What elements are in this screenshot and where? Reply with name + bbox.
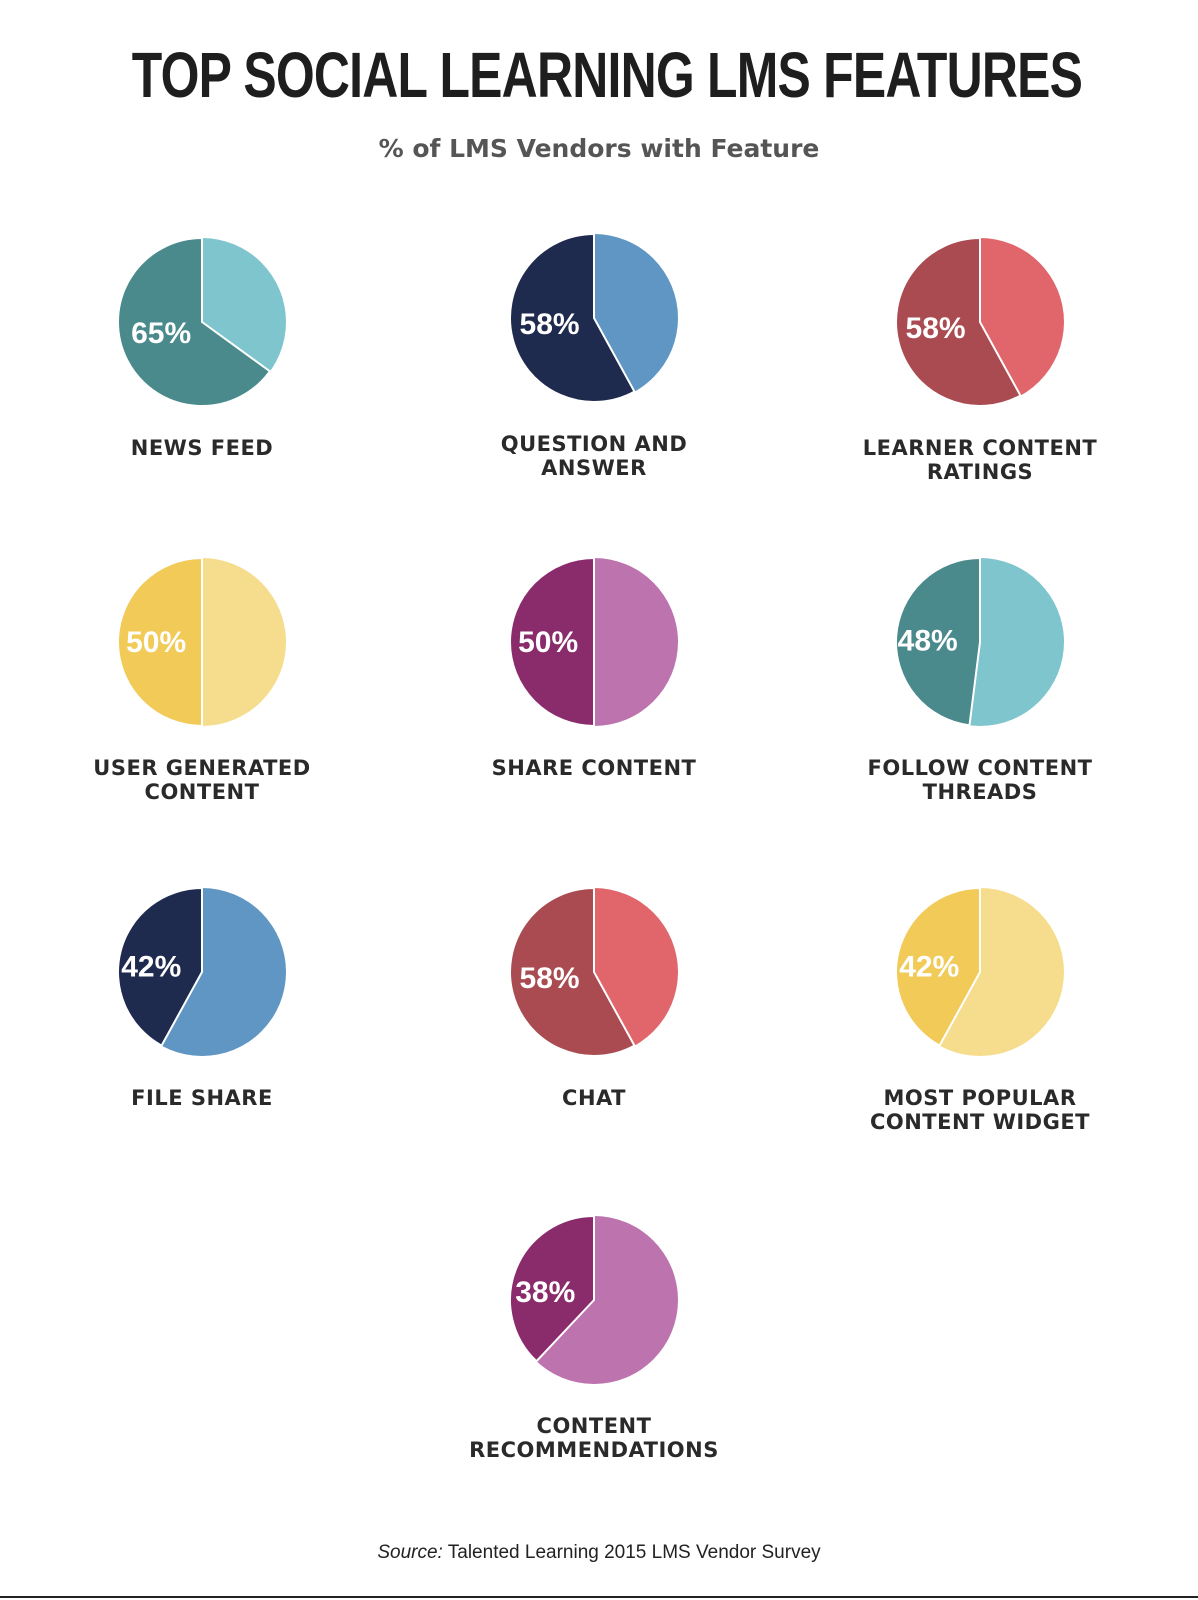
pie-slice-value xyxy=(509,233,636,403)
chart-title: TOP SOCIAL LEARNING LMS FEATURES xyxy=(131,39,1083,111)
pie-value-label: 42% xyxy=(121,951,181,984)
pie-category-label: FOLLOW CONTENT THREADS xyxy=(867,756,1093,804)
pie-slice-value xyxy=(117,557,203,727)
pie-slice-value xyxy=(509,1215,595,1363)
pie-slice-value xyxy=(117,237,271,407)
pie-slice-value xyxy=(895,557,981,727)
pie-svg: 42% xyxy=(117,887,286,1056)
pie-svg: 42% xyxy=(895,887,1064,1056)
pie-category-label: FILE SHARE xyxy=(131,1086,273,1110)
pie-slice-value xyxy=(509,887,636,1057)
pie-category-label: CHAT xyxy=(562,1086,626,1110)
pie-svg: 58% xyxy=(509,233,678,403)
pie-svg: 65% xyxy=(117,237,286,407)
bottom-divider xyxy=(0,1596,1198,1598)
pie-value-label: 65% xyxy=(131,317,191,350)
pie-value-label: 38% xyxy=(515,1276,575,1309)
pie-value-label: 58% xyxy=(906,312,966,345)
pie-value-label: 42% xyxy=(899,951,959,984)
pie-svg: 58% xyxy=(509,887,678,1057)
pie-slice-value xyxy=(895,887,981,1047)
source-text: Talented Learning 2015 LMS Vendor Survey xyxy=(447,1542,821,1563)
pie-category-label: NEWS FEED xyxy=(130,436,274,460)
pie-value-label: 58% xyxy=(520,308,580,341)
pie-svg: 38% xyxy=(509,1215,678,1384)
pie-value-label: 50% xyxy=(518,626,578,659)
pie-category-label: LEARNER CONTENT RATINGS xyxy=(862,436,1098,484)
chart-subtitle: % of LMS Vendors with Feature xyxy=(378,134,820,163)
pie-svg: 50% xyxy=(509,557,678,727)
pie-category-label: SHARE CONTENT xyxy=(491,756,697,780)
pie-category-label: CONTENT RECOMMENDATIONS xyxy=(469,1414,719,1462)
pie-svg: 50% xyxy=(117,557,286,727)
pie-value-label: 58% xyxy=(520,962,580,995)
pie-slice-value xyxy=(117,887,203,1047)
source-note: Source: Talented Learning 2015 LMS Vendo… xyxy=(0,1542,1198,1564)
pie-slice-value xyxy=(509,557,595,727)
pie-value-label: 48% xyxy=(898,625,958,658)
pie-svg: 48% xyxy=(895,557,1064,727)
pie-value-label: 50% xyxy=(126,626,186,659)
pie-category-label: MOST POPULAR CONTENT WIDGET xyxy=(869,1086,1091,1134)
pie-svg: 58% xyxy=(895,237,1064,407)
source-label: Source: xyxy=(377,1542,443,1563)
pie-category-label: QUESTION AND ANSWER xyxy=(500,432,688,480)
pie-slice-value xyxy=(895,237,1022,407)
pie-category-label: USER GENERATED CONTENT xyxy=(93,756,311,804)
